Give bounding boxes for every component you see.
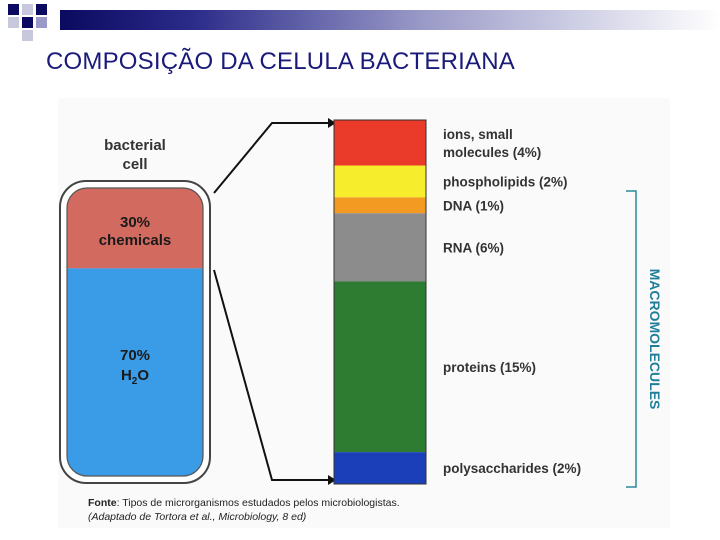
composition-stacked-bar: [334, 120, 426, 484]
deco-square: [36, 4, 47, 15]
connector-top-line: [213, 122, 328, 194]
macromolecules-label: MACROMOLECULES: [647, 269, 663, 410]
connector-bottom-line: [213, 269, 328, 481]
connector-bottom-arrowhead: [328, 475, 336, 485]
water-subscript: 2: [132, 376, 138, 387]
bacterial-composition-figure: bacterial cell 30% chemicals 70% H2O ion…: [58, 98, 670, 528]
water-formula: H2O: [121, 367, 149, 387]
bar-segment-rna: [334, 213, 426, 282]
cell-label-line2: cell: [122, 156, 147, 173]
deco-square: [22, 4, 33, 15]
deco-square: [8, 17, 19, 28]
deco-square: [36, 17, 47, 28]
cell-water-region: [67, 268, 203, 476]
segment-label-polysaccharides: polysaccharides (2%): [443, 461, 581, 476]
deco-square: [8, 4, 19, 15]
connector-top-arrowhead: [328, 118, 336, 128]
bar-segment-dna: [334, 197, 426, 214]
water-percent: 70%: [120, 347, 150, 364]
figure-caption: Fonte: Tipos de microrganismos estudados…: [88, 496, 400, 524]
deco-square: [22, 30, 33, 41]
caption-line1: Fonte: Tipos de microrganismos estudados…: [88, 496, 400, 510]
segment-label-ions: molecules (4%): [443, 145, 541, 160]
segment-label-rna: RNA (6%): [443, 240, 504, 255]
deco-square: [22, 17, 33, 28]
bar-segment-proteins: [334, 281, 426, 453]
segment-label-ions: ions, small: [443, 127, 513, 142]
slide-title: COMPOSIÇÃO DA CELULA BACTERIANA: [46, 48, 515, 75]
composition-diagram: bacterial cell 30% chemicals 70% H2O ion…: [59, 118, 663, 488]
caption-line1-text: : Tipos de microrganismos estudados pelo…: [116, 497, 400, 509]
caption-fonte-label: Fonte: [88, 497, 117, 509]
composition-labels: ions, small molecules (4%) phospholipids (…: [443, 127, 581, 476]
composition-bar-outline: [333, 119, 427, 485]
bar-segment-phospholipids: [334, 165, 426, 198]
segment-label-phospholipids: phospholipids (2%): [443, 174, 568, 189]
cell-chemicals-region: [67, 188, 203, 269]
cell-label-line1: bacterial: [104, 137, 166, 154]
bar-segment-ions: [334, 120, 426, 166]
chemicals-percent: 30%: [120, 214, 150, 231]
water-h: H: [121, 367, 132, 384]
segment-label-proteins: proteins (15%): [443, 360, 536, 375]
cell-inner-outline: [66, 187, 204, 477]
segment-label-dna: DNA (1%): [443, 198, 504, 213]
caption-line2: (Adaptado de Tortora et al., Microbiolog…: [88, 511, 307, 523]
header-gradient-bar: [60, 10, 720, 30]
chemicals-label: chemicals: [99, 232, 172, 249]
bar-segment-polysaccharides: [334, 452, 426, 484]
macromolecules-bracket: [626, 190, 637, 488]
water-o: O: [137, 367, 149, 384]
